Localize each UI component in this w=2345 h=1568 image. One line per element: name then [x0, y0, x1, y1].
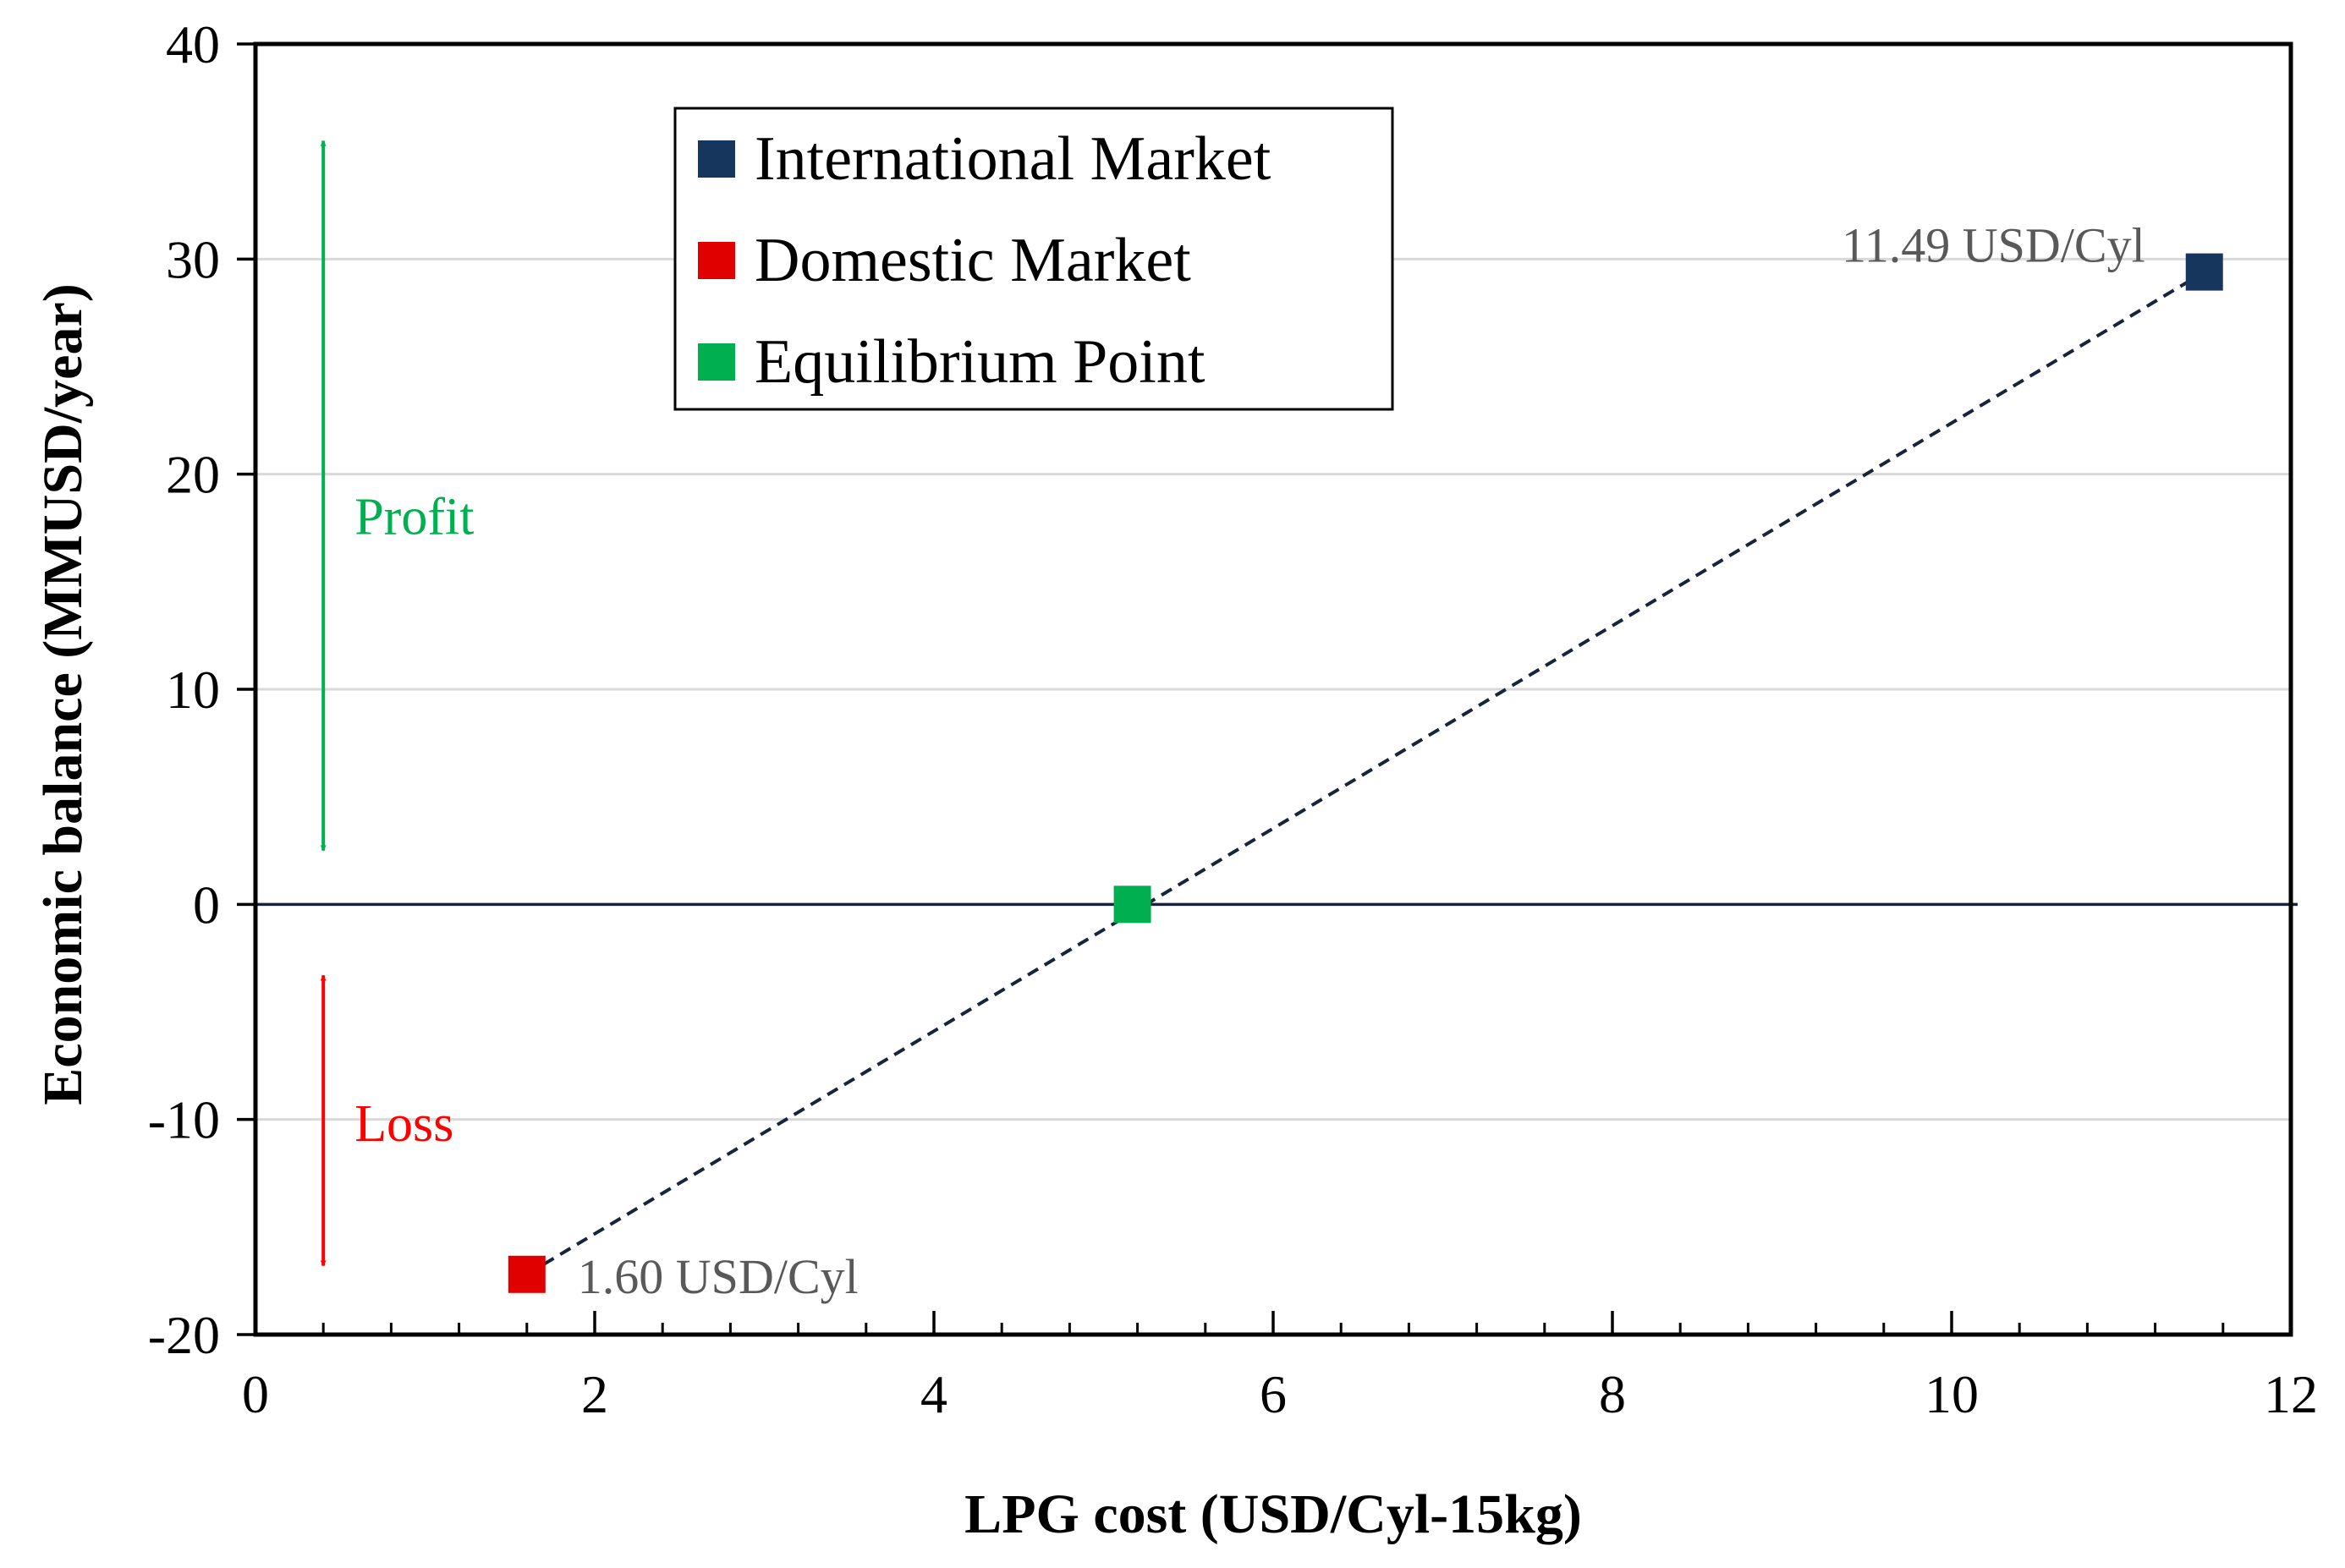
- point-label: 11.49 USD/Cyl: [1842, 218, 2145, 273]
- y-tick-label: 10: [166, 660, 220, 720]
- axes: 0 2 4 6 8 10 12 -20 -10 0 10 20 30 40 LPG cost (USD/Cy…: [32, 14, 2318, 1545]
- y-tick-label: 40: [166, 14, 220, 74]
- y-tick-label: -20: [148, 1305, 220, 1365]
- data-points: 11.49 USD/Cyl 1.60 USD/Cyl: [508, 218, 2223, 1304]
- point-domestic-market: [508, 1255, 546, 1293]
- y-tick-label: 20: [166, 445, 220, 505]
- point-international-market: [2185, 253, 2223, 291]
- y-tick-label: -10: [148, 1090, 220, 1150]
- x-tick-label: 2: [581, 1364, 608, 1424]
- trend-line-group: [525, 270, 2205, 1276]
- point-equilibrium-point: [1113, 885, 1151, 924]
- legend-swatch-equilibrium-point: [698, 343, 735, 381]
- y-tick-label: 0: [193, 874, 220, 935]
- x-tick-label: 8: [1599, 1364, 1626, 1424]
- y-tick-label: 30: [166, 229, 220, 289]
- loss-label: Loss: [354, 1095, 453, 1153]
- legend-swatch-international-market: [698, 140, 735, 178]
- trend-line: [525, 270, 2205, 1276]
- legend-label: Domestic Market: [755, 226, 1191, 295]
- legend: International Market Domestic Market Equil…: [673, 107, 1394, 411]
- x-tick-label: 4: [920, 1364, 947, 1424]
- annotations: Profit Loss: [320, 140, 474, 1267]
- profit-label: Profit: [354, 489, 474, 546]
- x-tick-label: 10: [1925, 1364, 1979, 1424]
- x-tick-label: 12: [2264, 1364, 2318, 1424]
- legend-label: Equilibrium Point: [755, 327, 1205, 397]
- y-axis-title: Economic balance (MMUSD/year): [32, 283, 94, 1105]
- legend-swatch-domestic-market: [698, 242, 735, 279]
- x-tick-label: 0: [242, 1364, 269, 1424]
- x-tick-label: 6: [1260, 1364, 1287, 1424]
- point-label: 1.60 USD/Cyl: [578, 1249, 859, 1304]
- x-axis-title: LPG cost (USD/Cyl-15kg): [964, 1483, 1582, 1545]
- legend-label: International Market: [755, 124, 1271, 194]
- legend-box: [673, 107, 1394, 411]
